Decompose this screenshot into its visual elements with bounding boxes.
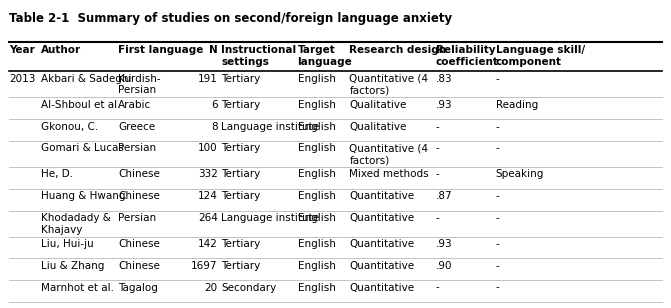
Text: .90: .90 xyxy=(436,261,452,271)
Text: -: - xyxy=(436,144,440,153)
Text: Table 2-1  Summary of studies on second/foreign language anxiety: Table 2-1 Summary of studies on second/f… xyxy=(9,12,452,25)
Text: Language skill/
component: Language skill/ component xyxy=(496,45,585,67)
Text: Speaking: Speaking xyxy=(496,169,544,180)
Text: -: - xyxy=(436,213,440,223)
Text: Kurdish-
Persian: Kurdish- Persian xyxy=(118,74,160,95)
Text: English: English xyxy=(297,282,336,293)
Text: Gomari & Lucas: Gomari & Lucas xyxy=(42,144,124,153)
Text: .83: .83 xyxy=(436,74,453,84)
Text: Year: Year xyxy=(9,45,35,55)
Text: -: - xyxy=(436,282,440,293)
Text: English: English xyxy=(297,191,336,201)
Text: Tertiary: Tertiary xyxy=(221,191,260,201)
Text: Quantitative: Quantitative xyxy=(350,213,415,223)
Text: Gkonou, C.: Gkonou, C. xyxy=(42,122,99,132)
Text: -: - xyxy=(496,191,500,201)
Text: 332: 332 xyxy=(198,169,217,180)
Text: Liu & Zhang: Liu & Zhang xyxy=(42,261,105,271)
Text: Tertiary: Tertiary xyxy=(221,261,260,271)
Text: Tertiary: Tertiary xyxy=(221,144,260,153)
Text: 100: 100 xyxy=(198,144,217,153)
Text: Research design: Research design xyxy=(350,45,447,55)
Text: 8: 8 xyxy=(211,122,217,132)
Text: .87: .87 xyxy=(436,191,453,201)
Text: Quantitative (4
factors): Quantitative (4 factors) xyxy=(350,74,429,95)
Text: Mixed methods: Mixed methods xyxy=(350,169,429,180)
Text: Language institute: Language institute xyxy=(221,122,319,132)
Text: 1697: 1697 xyxy=(191,261,217,271)
Text: -: - xyxy=(496,122,500,132)
Text: He, D.: He, D. xyxy=(42,169,74,180)
Text: Language institute: Language institute xyxy=(221,213,319,223)
Text: Chinese: Chinese xyxy=(118,169,160,180)
Text: Tertiary: Tertiary xyxy=(221,100,260,110)
Text: Tertiary: Tertiary xyxy=(221,169,260,180)
Text: Reliability
coefficient: Reliability coefficient xyxy=(436,45,499,67)
Text: 191: 191 xyxy=(198,74,217,84)
Text: Arabic: Arabic xyxy=(118,100,151,110)
Text: N: N xyxy=(209,45,217,55)
Text: English: English xyxy=(297,261,336,271)
Text: English: English xyxy=(297,122,336,132)
Text: -: - xyxy=(496,74,500,84)
Text: Liu, Hui-ju: Liu, Hui-ju xyxy=(42,239,94,249)
Text: .93: .93 xyxy=(436,100,453,110)
Text: English: English xyxy=(297,169,336,180)
Text: Secondary: Secondary xyxy=(221,282,276,293)
Text: Target
language: Target language xyxy=(297,45,352,67)
Text: Persian: Persian xyxy=(118,213,156,223)
Text: 124: 124 xyxy=(198,191,217,201)
Text: Chinese: Chinese xyxy=(118,239,160,249)
Text: Qualitative: Qualitative xyxy=(350,100,407,110)
Text: Persian: Persian xyxy=(118,144,156,153)
Text: Quantitative: Quantitative xyxy=(350,239,415,249)
Text: Tertiary: Tertiary xyxy=(221,239,260,249)
Text: English: English xyxy=(297,213,336,223)
Text: -: - xyxy=(496,239,500,249)
Text: Khodadady &
Khajavy: Khodadady & Khajavy xyxy=(42,213,111,235)
Text: Instructional
settings: Instructional settings xyxy=(221,45,296,67)
Text: Al-Shboul et al.: Al-Shboul et al. xyxy=(42,100,121,110)
Text: Quantitative: Quantitative xyxy=(350,191,415,201)
Text: Marnhot et al.: Marnhot et al. xyxy=(42,282,114,293)
Text: 264: 264 xyxy=(198,213,217,223)
Text: -: - xyxy=(496,282,500,293)
Text: 2013: 2013 xyxy=(9,74,36,84)
Text: English: English xyxy=(297,100,336,110)
Text: Quantitative (4
factors): Quantitative (4 factors) xyxy=(350,144,429,165)
Text: Quantitative: Quantitative xyxy=(350,261,415,271)
Text: -: - xyxy=(436,122,440,132)
Text: English: English xyxy=(297,74,336,84)
Text: Greece: Greece xyxy=(118,122,155,132)
Text: Tagalog: Tagalog xyxy=(118,282,158,293)
Text: Akbari & Sadeghi: Akbari & Sadeghi xyxy=(42,74,132,84)
Text: Chinese: Chinese xyxy=(118,191,160,201)
Text: Huang & Hwang: Huang & Hwang xyxy=(42,191,126,201)
Text: 142: 142 xyxy=(198,239,217,249)
Text: First language: First language xyxy=(118,45,203,55)
Text: Author: Author xyxy=(42,45,81,55)
Text: Quantitative: Quantitative xyxy=(350,282,415,293)
Text: 6: 6 xyxy=(211,100,217,110)
Text: Reading: Reading xyxy=(496,100,538,110)
Text: Qualitative: Qualitative xyxy=(350,122,407,132)
Text: .93: .93 xyxy=(436,239,453,249)
Text: Chinese: Chinese xyxy=(118,261,160,271)
Text: Tertiary: Tertiary xyxy=(221,74,260,84)
Text: -: - xyxy=(496,261,500,271)
Text: 20: 20 xyxy=(205,282,217,293)
Text: -: - xyxy=(436,169,440,180)
Text: -: - xyxy=(496,213,500,223)
Text: English: English xyxy=(297,239,336,249)
Text: English: English xyxy=(297,144,336,153)
Text: -: - xyxy=(496,144,500,153)
